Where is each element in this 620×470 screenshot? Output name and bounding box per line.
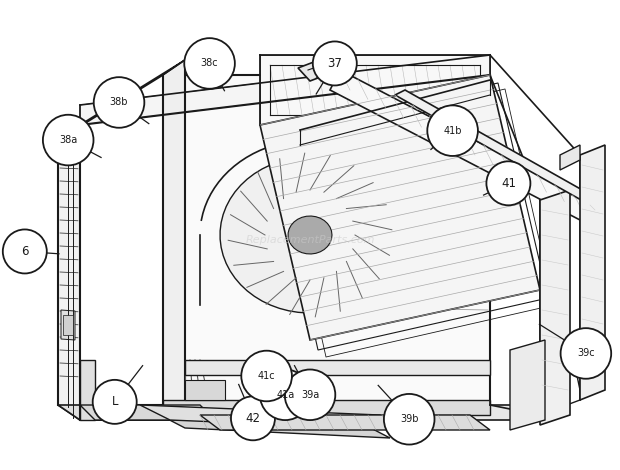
- Polygon shape: [140, 405, 410, 430]
- Text: 38c: 38c: [201, 58, 218, 69]
- Polygon shape: [185, 380, 225, 400]
- Circle shape: [184, 38, 235, 89]
- Polygon shape: [200, 415, 490, 430]
- Polygon shape: [80, 405, 540, 420]
- Polygon shape: [61, 310, 75, 340]
- Polygon shape: [395, 90, 600, 205]
- Circle shape: [313, 41, 356, 86]
- Polygon shape: [58, 405, 185, 420]
- Polygon shape: [58, 60, 185, 140]
- Text: 41a: 41a: [276, 390, 294, 400]
- Text: 6: 6: [21, 245, 29, 258]
- Polygon shape: [260, 75, 540, 340]
- Polygon shape: [220, 157, 400, 313]
- Text: 38b: 38b: [110, 97, 128, 108]
- Polygon shape: [185, 360, 490, 375]
- Text: L: L: [112, 395, 118, 408]
- Circle shape: [241, 351, 292, 401]
- Circle shape: [3, 229, 46, 274]
- Polygon shape: [510, 340, 545, 430]
- Text: 38a: 38a: [59, 135, 78, 145]
- Polygon shape: [580, 145, 605, 400]
- Polygon shape: [288, 216, 332, 254]
- Text: 39c: 39c: [577, 348, 595, 359]
- Text: 42: 42: [246, 412, 260, 425]
- Polygon shape: [560, 145, 580, 170]
- Circle shape: [93, 380, 136, 424]
- Circle shape: [560, 328, 611, 379]
- Circle shape: [384, 394, 435, 445]
- Circle shape: [487, 161, 530, 205]
- Polygon shape: [80, 55, 490, 125]
- Text: 41b: 41b: [443, 125, 462, 136]
- Text: 41c: 41c: [258, 371, 275, 381]
- Polygon shape: [163, 75, 490, 405]
- Circle shape: [427, 105, 478, 156]
- Circle shape: [231, 396, 275, 440]
- Text: 39a: 39a: [301, 390, 319, 400]
- Polygon shape: [298, 52, 352, 81]
- Text: 37: 37: [327, 57, 342, 70]
- Circle shape: [43, 115, 94, 165]
- Polygon shape: [540, 190, 570, 425]
- Polygon shape: [80, 360, 95, 420]
- Polygon shape: [160, 415, 390, 438]
- Circle shape: [260, 369, 311, 420]
- Polygon shape: [163, 60, 185, 405]
- Text: 39b: 39b: [400, 414, 419, 424]
- Circle shape: [94, 77, 144, 128]
- Circle shape: [285, 369, 335, 420]
- Polygon shape: [58, 125, 80, 420]
- Text: 41: 41: [501, 177, 516, 190]
- Polygon shape: [163, 400, 490, 415]
- Polygon shape: [330, 70, 590, 220]
- Polygon shape: [80, 405, 215, 420]
- Polygon shape: [63, 315, 73, 335]
- Polygon shape: [260, 55, 490, 125]
- Text: ReplacementParts.com: ReplacementParts.com: [246, 235, 374, 245]
